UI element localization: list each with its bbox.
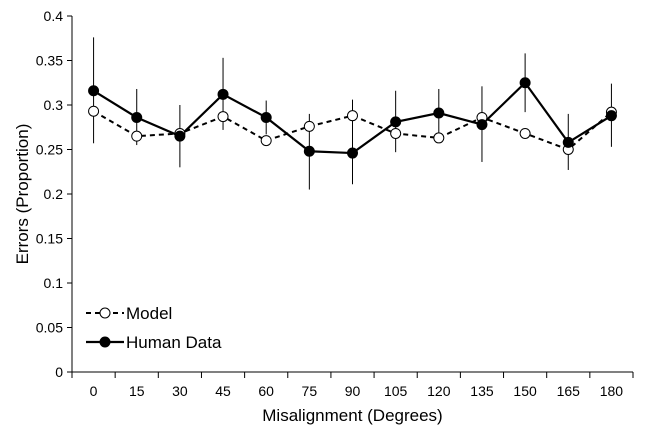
model-point [260,135,272,147]
human-data-point [562,136,574,148]
model-point [131,130,143,142]
model-point [347,110,358,122]
legend-marker [99,336,111,348]
y-tick-label: 0.15 [36,231,63,247]
x-tick-label: 75 [302,383,318,399]
human-data-point [433,107,445,119]
legend: Model Human Data [86,304,222,352]
x-tick-label: 150 [513,383,537,399]
y-tick-label: 0.25 [36,142,63,158]
axes: 0 0.05 0.1 0.15 0.2 0.25 0.3 0.35 0.4 0 15 30 45 60 75… [36,8,634,399]
model-point [390,127,402,139]
x-tick-label: 135 [470,383,494,399]
x-tick-label: 90 [345,383,361,399]
y-tick-label: 0.1 [44,275,64,291]
human-data-point [88,85,100,97]
x-axis-label: Misalignment (Degrees) [262,406,442,425]
y-tick-label: 0.35 [36,53,63,69]
y-tick-label: 0.4 [44,8,64,24]
human-data-point [605,110,617,122]
model-point [217,111,229,123]
y-axis-label: Errors (Proportion) [13,124,32,265]
human-data-point [347,147,358,159]
human-data-point [476,119,488,131]
human-data-point [260,111,272,123]
x-tick-label: 60 [258,383,274,399]
x-tick-label: 165 [557,383,581,399]
y-tick-label: 0 [55,364,63,380]
x-tick-label: 105 [384,383,408,399]
model-point [303,120,315,132]
human-data-point [131,111,143,123]
x-tick-label: 180 [600,383,624,399]
y-tick-label: 0.05 [36,320,63,336]
series-markers [88,77,617,159]
x-tick-label: 0 [90,383,98,399]
x-tick-label: 120 [427,383,451,399]
human-data-point [519,77,531,89]
x-tick-label: 15 [129,383,145,399]
legend-label: Model [126,304,172,323]
human-data-point [303,145,315,157]
y-tick-label: 0.3 [44,97,64,113]
human-data-point [390,116,402,128]
human-data-point [217,88,229,100]
model-point [88,105,100,117]
x-tick-label: 45 [215,383,231,399]
human-data-point [174,130,186,142]
y-tick-label: 0.2 [44,186,64,202]
legend-label: Human Data [126,333,222,352]
model-point [519,127,531,139]
model-point [433,132,445,144]
x-tick-label: 30 [172,383,188,399]
legend-marker [99,307,111,319]
